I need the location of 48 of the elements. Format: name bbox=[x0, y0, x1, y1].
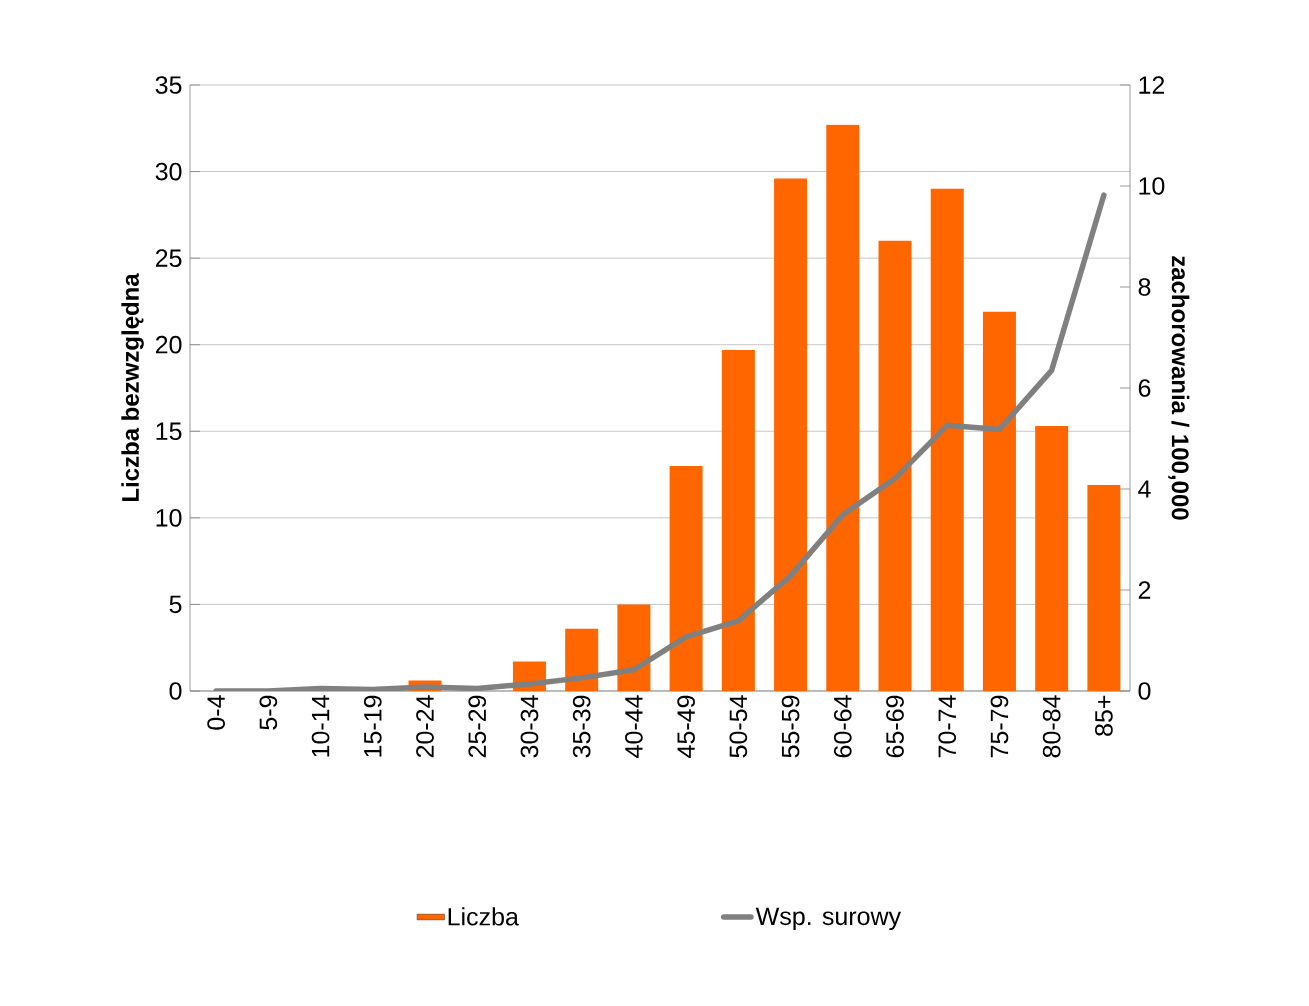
bar bbox=[1035, 426, 1069, 691]
x-tick-label: 75-79 bbox=[990, 695, 1009, 758]
y-tick-label: 5 bbox=[169, 595, 182, 614]
x-tick-label: 10-14 bbox=[311, 695, 330, 757]
y-tick-label: 20 bbox=[155, 335, 182, 354]
y2-tick-label: 2 bbox=[1138, 581, 1151, 599]
bar bbox=[982, 311, 1016, 691]
x-tick-label: 80-84 bbox=[1042, 695, 1061, 758]
y-axis-title: Liczba bezwzględna bbox=[121, 273, 144, 502]
x-tick-label: 50-54 bbox=[729, 695, 748, 758]
x-tick-label: 65-69 bbox=[886, 695, 904, 758]
x-tick-label: 55-59 bbox=[781, 695, 800, 758]
bar bbox=[669, 465, 703, 691]
x-tick-label: 45-49 bbox=[677, 695, 695, 758]
legend-label: Wsp. surowy bbox=[755, 907, 902, 931]
x-tick-label: 85+ bbox=[1095, 695, 1113, 736]
bar bbox=[774, 178, 808, 691]
y-tick-label: 15 bbox=[156, 422, 182, 440]
y-tick-label: 35 bbox=[155, 76, 182, 94]
y2-tick-label: 0 bbox=[1138, 682, 1151, 700]
y-tick-label: 30 bbox=[155, 162, 182, 181]
bar bbox=[721, 349, 755, 691]
x-tick-label: 0-4 bbox=[207, 695, 225, 730]
y-tick-label: 10 bbox=[156, 508, 182, 527]
y2-tick-label: 4 bbox=[1138, 480, 1151, 498]
y2-axis-title: zachorowania / 100,000 bbox=[1168, 256, 1190, 520]
y-tick-label: 0 bbox=[169, 682, 182, 700]
x-tick-label: 25-29 bbox=[468, 695, 487, 758]
bar bbox=[565, 628, 599, 691]
y2-tick-label: 8 bbox=[1138, 278, 1151, 296]
x-tick-label: 70-74 bbox=[938, 695, 957, 758]
x-tick-label: 30-34 bbox=[520, 695, 539, 758]
bar bbox=[826, 124, 860, 691]
bar bbox=[878, 240, 912, 691]
x-tick-label: 20-24 bbox=[416, 695, 434, 758]
bar bbox=[930, 188, 964, 691]
legend-label: Liczba bbox=[448, 907, 519, 926]
y2-tick-label: 10 bbox=[1139, 177, 1165, 195]
x-tick-label: 40-44 bbox=[625, 695, 643, 758]
x-tick-label: 60-64 bbox=[833, 695, 852, 758]
x-tick-label: 35-39 bbox=[572, 695, 591, 758]
x-tick-label: 15-19 bbox=[363, 695, 382, 757]
y-tick-label: 25 bbox=[155, 249, 182, 267]
y2-tick-label: 12 bbox=[1139, 76, 1165, 94]
bar bbox=[617, 604, 651, 691]
bar bbox=[1087, 484, 1121, 691]
x-tick-label: 5-9 bbox=[259, 695, 278, 730]
y2-tick-label: 6 bbox=[1138, 379, 1151, 397]
